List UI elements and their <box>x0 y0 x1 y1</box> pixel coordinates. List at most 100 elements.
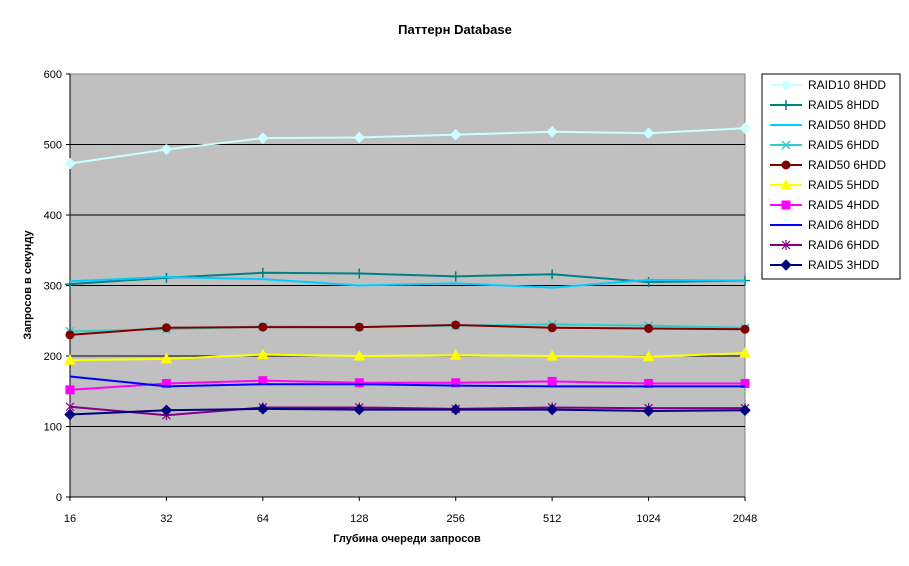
data-point <box>644 378 654 388</box>
data-point <box>547 269 558 280</box>
data-point <box>781 200 791 210</box>
gridlines <box>66 73 745 498</box>
series-raid6-8hdd <box>69 375 745 388</box>
data-point <box>739 404 751 416</box>
series-line <box>69 407 746 416</box>
data-point <box>160 352 173 364</box>
x-tick-label: 2048 <box>733 513 757 525</box>
chart-title: Паттерн Database <box>398 22 512 37</box>
y-tick-label: 0 <box>56 492 62 504</box>
data-point <box>257 403 269 415</box>
x-tick-label: 64 <box>257 513 269 525</box>
data-point <box>740 378 750 388</box>
data-point <box>546 126 558 138</box>
series-line <box>69 276 746 289</box>
legend-label: RAID5 8HDD <box>808 98 880 112</box>
data-point <box>257 348 269 360</box>
data-point <box>450 128 462 141</box>
legend-item: RAID5 6HDD <box>770 138 880 152</box>
data-point <box>257 132 269 144</box>
data-point <box>781 240 791 250</box>
x-tick-labels: 16 32 64 128 256 512 1024 2048 <box>64 497 757 525</box>
series-raid5-5hdd <box>64 347 751 365</box>
data-point <box>450 403 462 416</box>
legend-item: RAID5 3HDD <box>770 258 880 272</box>
x-tick-label: 128 <box>350 513 368 525</box>
y-tick-labels: 0 100 200 300 400 500 600 <box>44 69 62 504</box>
series-raid50-8hdd <box>69 276 746 289</box>
series-line <box>69 352 746 362</box>
data-point <box>354 378 364 388</box>
data-point <box>547 323 557 333</box>
x-tick-label: 16 <box>64 513 76 525</box>
legend-item: RAID6 6HDD <box>770 238 880 252</box>
data-point <box>781 140 791 150</box>
data-point <box>644 324 654 334</box>
legend-item: RAID5 8HDD <box>770 98 880 112</box>
series-line <box>69 405 745 417</box>
legend-label: RAID50 8HDD <box>808 118 886 132</box>
y-tick-label: 400 <box>44 210 62 222</box>
data-point <box>642 127 655 139</box>
legend-item: RAID50 8HDD <box>770 118 886 132</box>
series-raid50-6hdd <box>65 320 750 340</box>
legend-item: RAID10 8HDD <box>770 78 886 92</box>
legend-item: RAID6 8HDD <box>770 218 880 232</box>
series-line <box>69 375 745 388</box>
data-point <box>449 349 462 360</box>
data-point <box>451 320 461 330</box>
x-axis-title: Глубина очереди запросов <box>333 533 481 545</box>
data-point <box>160 143 173 156</box>
data-point <box>781 160 791 170</box>
series-raid5-4hdd <box>65 376 750 395</box>
data-point <box>65 330 75 340</box>
legend-item: RAID5 4HDD <box>770 198 880 212</box>
data-point <box>64 354 76 365</box>
data-point <box>642 405 655 417</box>
data-point <box>739 347 751 358</box>
data-point <box>450 271 461 282</box>
x-tick-label: 1024 <box>636 513 660 525</box>
legend-label: RAID5 5HDD <box>808 178 880 192</box>
data-point <box>780 259 792 271</box>
series-line <box>69 323 746 336</box>
x-tick-label: 32 <box>160 513 172 525</box>
y-tick-label: 200 <box>44 351 62 363</box>
legend-label: RAID5 3HDD <box>808 258 880 272</box>
legend-label: RAID5 4HDD <box>808 198 880 212</box>
data-point <box>781 100 791 110</box>
data-point <box>353 131 365 144</box>
data-point <box>547 376 557 386</box>
y-tick-label: 500 <box>44 140 62 152</box>
legend-item: RAID50 6HDD <box>770 158 886 172</box>
data-point <box>780 178 792 190</box>
y-tick-label: 300 <box>44 281 62 293</box>
series-raid5-3hdd <box>64 403 751 421</box>
x-tick-label: 256 <box>447 513 465 525</box>
data-point <box>64 157 76 170</box>
data-point <box>161 323 171 333</box>
data-point <box>740 324 750 334</box>
data-point <box>642 350 655 362</box>
series-group <box>64 122 751 421</box>
y-tick-label: 600 <box>44 69 62 81</box>
data-point <box>160 404 173 416</box>
data-point <box>258 322 268 332</box>
data-point <box>64 408 76 421</box>
y-axis-title: Запросов в секунду <box>22 230 34 340</box>
data-point <box>451 378 461 388</box>
legend-label: RAID50 6HDD <box>808 158 886 172</box>
series-raid10-8hdd <box>64 122 751 170</box>
legend-label: RAID10 8HDD <box>808 78 886 92</box>
data-point <box>257 267 268 278</box>
legend: RAID10 8HDD RAID5 8HDD RAID50 8HDD RAID5 6H… <box>761 73 901 280</box>
data-point <box>353 349 366 361</box>
legend-label: RAID6 6HDD <box>808 238 880 252</box>
data-point <box>643 276 654 287</box>
series-line <box>69 127 746 165</box>
data-point <box>354 268 365 279</box>
data-point <box>65 385 75 395</box>
data-point <box>161 378 171 388</box>
data-point <box>780 79 792 91</box>
legend-label: RAID5 6HDD <box>808 138 880 152</box>
